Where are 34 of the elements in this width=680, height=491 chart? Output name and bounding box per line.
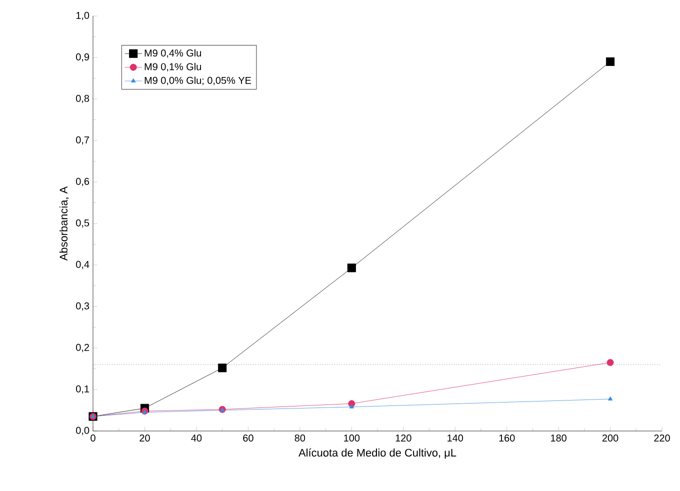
y-tick-label: 1,0 [76, 12, 90, 20]
x-tick-label: 140 [448, 434, 464, 442]
y-tick-label: 0,0 [76, 426, 90, 436]
point [347, 264, 356, 272]
x-tick-label: 120 [396, 434, 412, 442]
y-tick-label: 0,4 [76, 260, 90, 270]
legend-label: M9 0,1% Glu [144, 62, 201, 72]
y-tick-label: 0,7 [76, 136, 89, 145]
x-tick-label: 220 [654, 434, 670, 442]
y-tick-label: 0,2 [76, 344, 89, 352]
point [218, 364, 227, 372]
point [606, 57, 615, 66]
y-tick-label: 0,8 [76, 94, 90, 104]
x-tick-label: 0 [90, 434, 96, 442]
y-tick-label: 0,3 [76, 302, 90, 311]
y-tick-label: 0,5 [76, 219, 90, 228]
point [608, 396, 613, 400]
y-tick-label: 0,6 [76, 178, 90, 186]
x-tick-label: 40 [191, 434, 202, 442]
x-tick-label: 180 [551, 434, 566, 442]
legend-label: M9 0,4% Glu [144, 49, 201, 58]
legend-label: M9 0,0% Glu; 0,05% YE [144, 76, 252, 86]
x-tick-label: 200 [602, 434, 618, 442]
x-tick-label: 160 [499, 434, 515, 442]
x-tick-label: 80 [294, 434, 306, 442]
point [349, 404, 354, 408]
y-tick-label: 0,9 [76, 53, 90, 62]
y-tick-label: 0,1 [76, 385, 90, 394]
point [606, 359, 614, 366]
x-tick-label: 60 [243, 434, 254, 442]
x-tick-label: 20 [140, 434, 150, 442]
x-tick-label: 100 [344, 434, 360, 442]
y-axis-title: Absorbancia, A [59, 186, 69, 261]
x-axis-title: Alícuota de Medio de Cultivo, μL [298, 448, 456, 459]
